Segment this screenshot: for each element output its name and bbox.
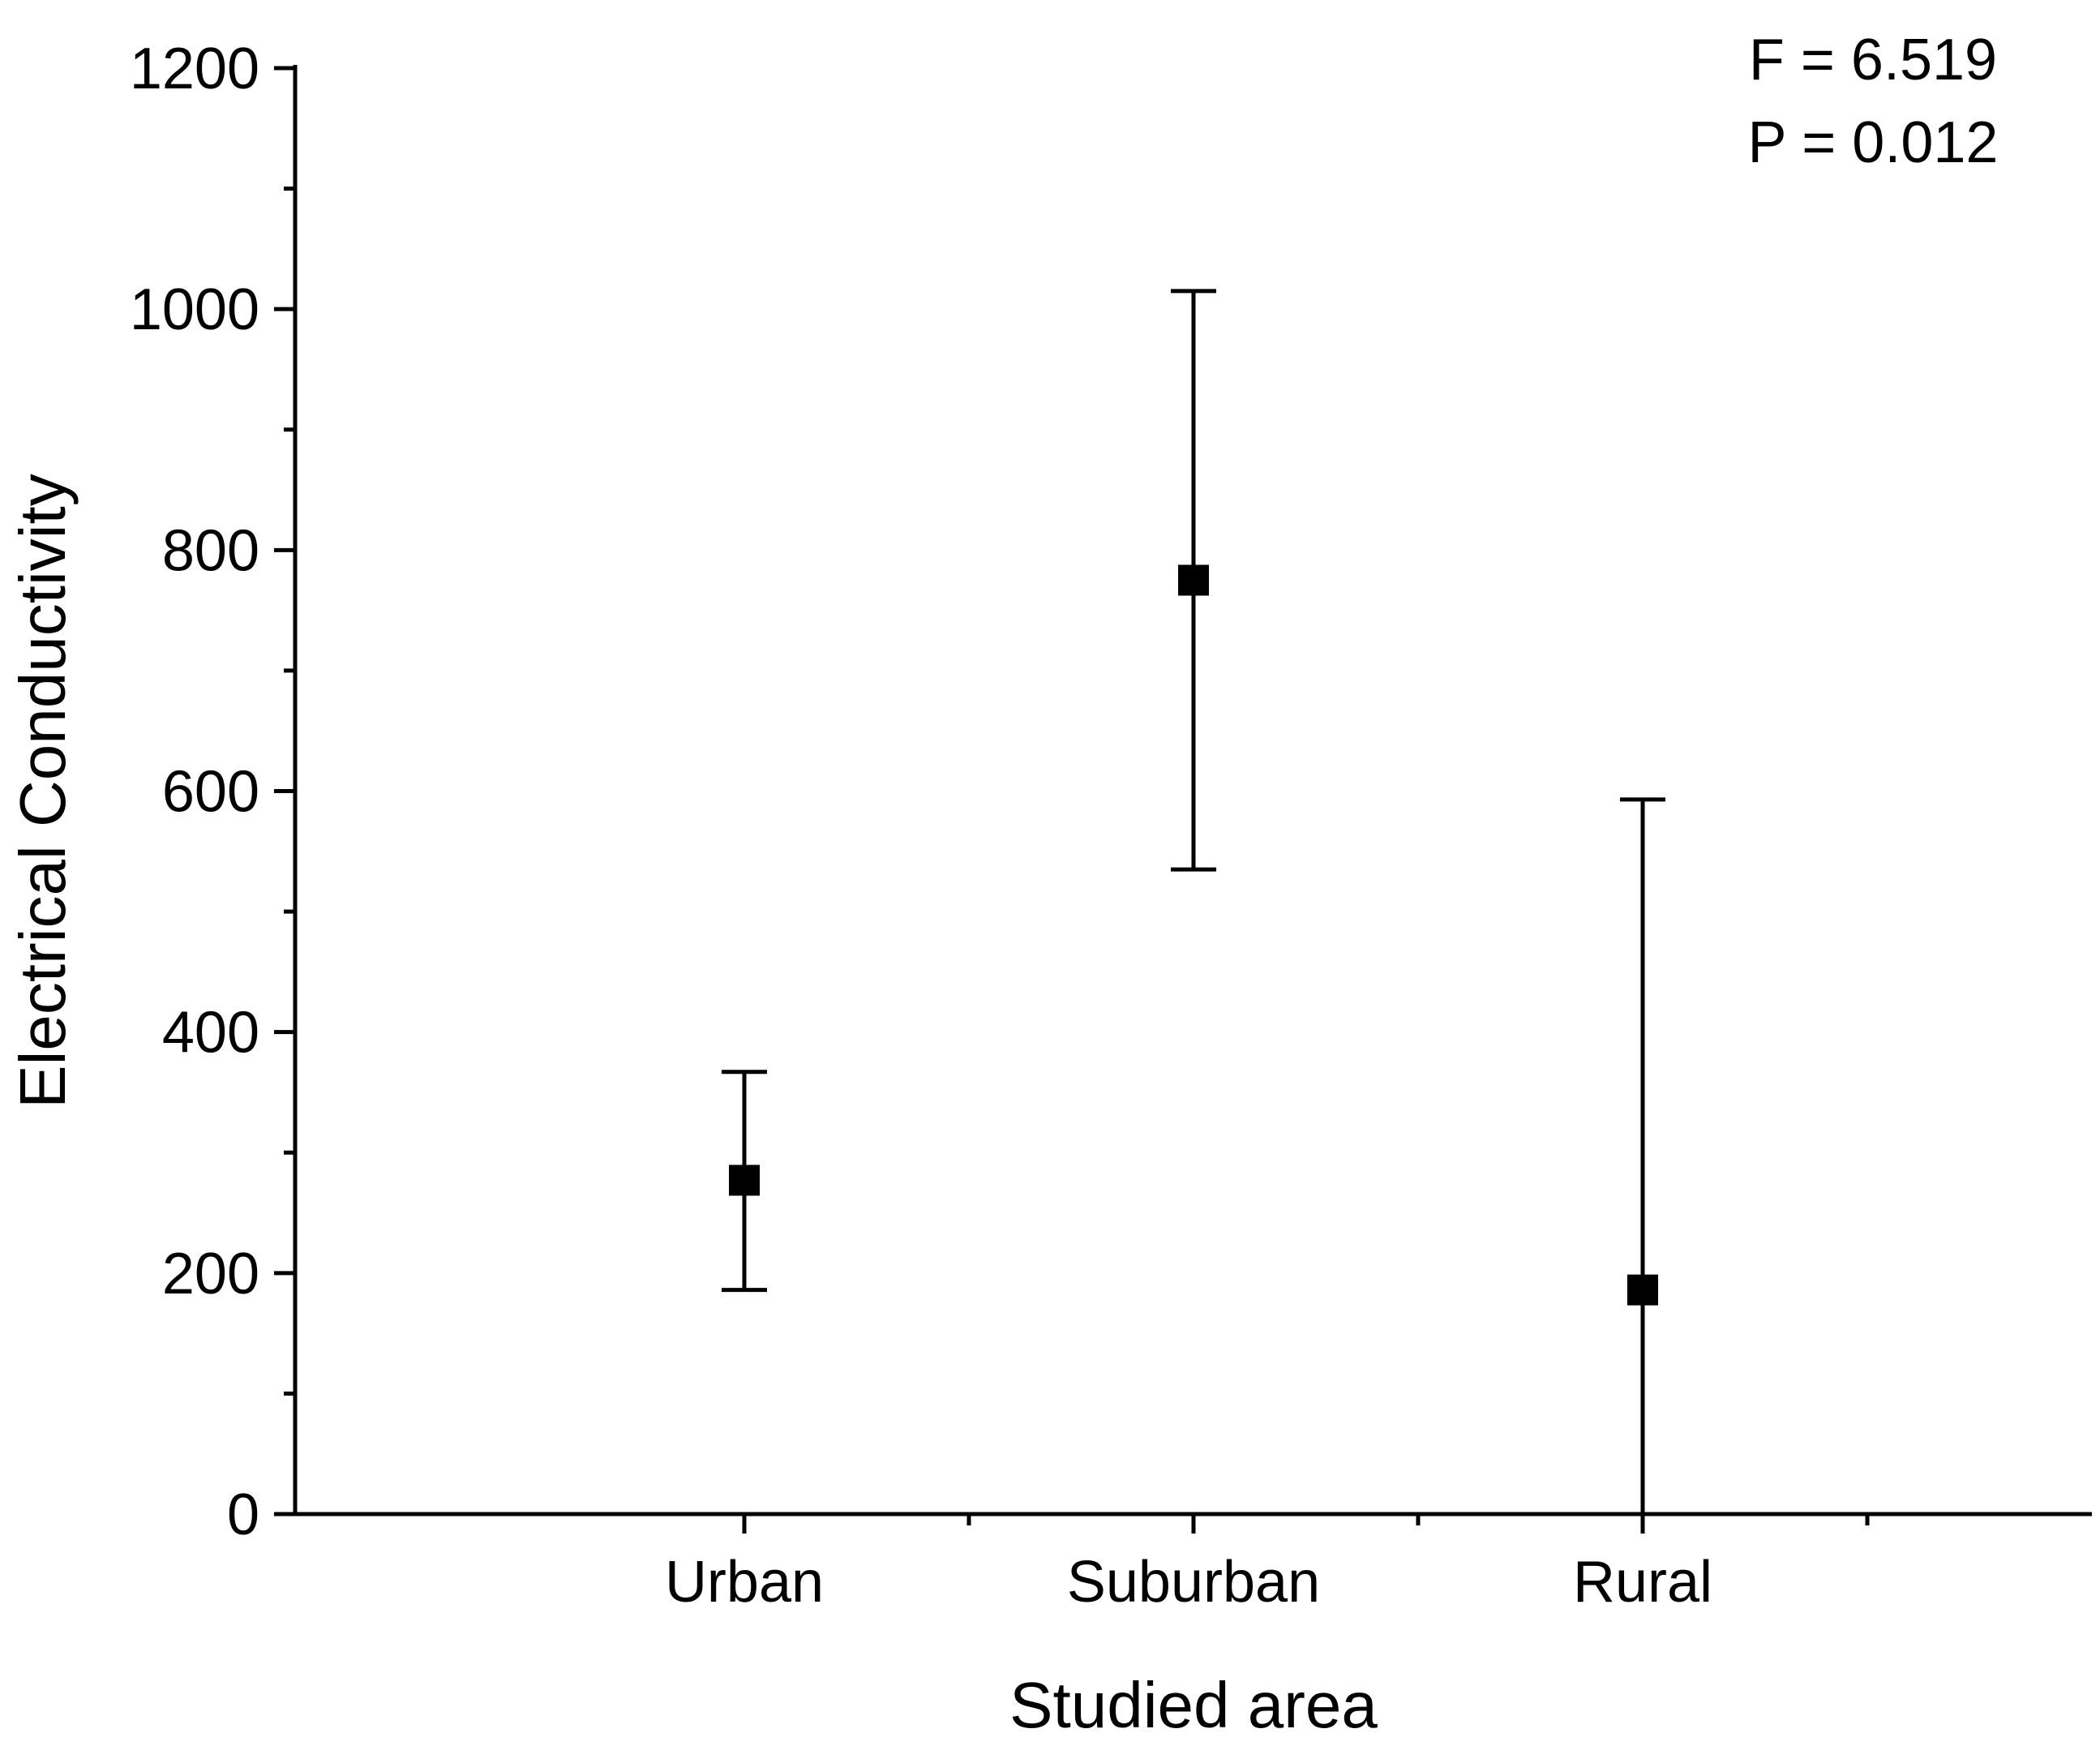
y-tick-label: 800	[162, 518, 259, 583]
x-tick-label: Suburban	[1067, 1550, 1320, 1615]
data-point	[729, 1165, 760, 1196]
y-tick-label: 1000	[130, 277, 259, 342]
data-marks	[722, 289, 1665, 1514]
y-axis-title: Electrical Conductivity	[6, 474, 79, 1109]
x-axis-title: Studied area	[1009, 1669, 1378, 1741]
y-tick-label: 0	[227, 1482, 259, 1547]
data-point	[1627, 1274, 1658, 1306]
annotation-f-statistic: F = 6.519	[1749, 28, 1997, 92]
y-ticks: 0 200 400 600 800 1000 1200	[130, 36, 295, 1547]
x-tick-label: Rural	[1573, 1550, 1712, 1615]
y-tick-label: 400	[162, 1001, 259, 1066]
annotation-p-value: P = 0.012	[1748, 110, 1999, 175]
x-ticks: Urban Suburban Rural	[665, 1514, 1870, 1615]
data-point	[1178, 564, 1209, 596]
y-tick-label: 600	[162, 760, 259, 825]
y-tick-label: 200	[162, 1242, 259, 1306]
y-tick-label: 1200	[130, 36, 259, 101]
x-tick-label: Urban	[665, 1550, 824, 1615]
